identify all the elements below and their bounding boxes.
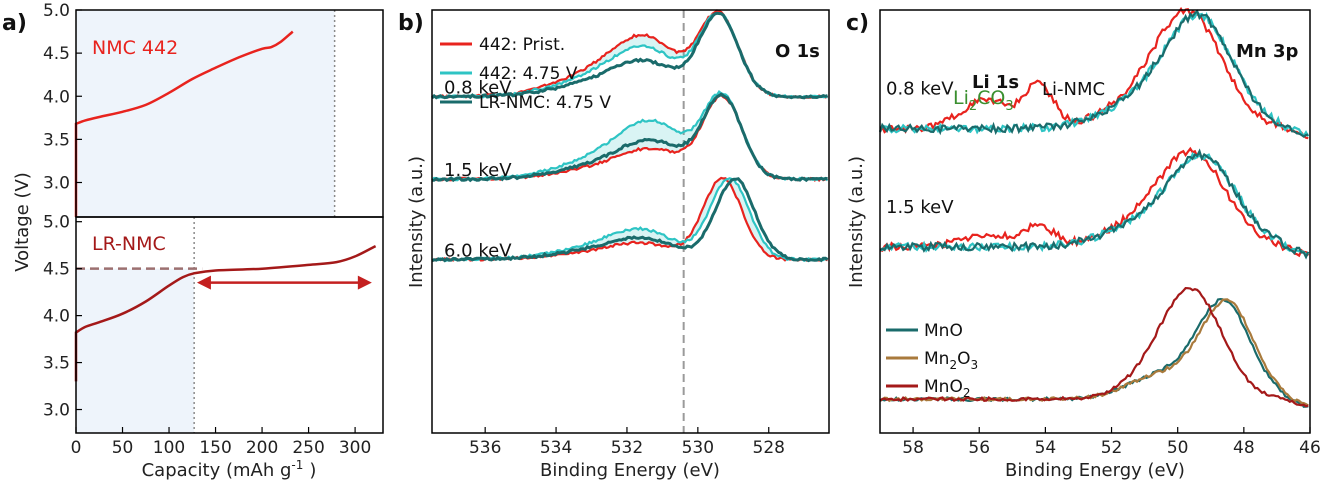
panel-c-energy-labels: 0.8 keV 1.5 keV [886, 78, 954, 217]
panel-c-li2co3-b: CO [977, 87, 1005, 109]
panel-c-x-ticks: 58 56 54 52 50 48 46 [902, 427, 1321, 458]
panel-b-legend: 442: Prist. 442: 4.75 V LR-NMC: 4.75 V [440, 35, 611, 113]
y-tick-label: 3.0 [43, 174, 70, 194]
panel-b-x-title: Binding Energy (eV) [540, 460, 720, 481]
y-tick-label: 5.0 [43, 213, 70, 233]
panel-a-bottom-label: LR-NMC [92, 233, 166, 255]
spectrum-difference-fill [432, 91, 828, 181]
legend-label: MnO2 [924, 377, 970, 400]
x-tick-label: 46 [1299, 438, 1321, 458]
spectrum-2-3 [431, 92, 828, 183]
spectrum-3-3 [431, 177, 829, 263]
x-tick-label: 100 [153, 438, 185, 458]
panel-c-x-title: Binding Energy (eV) [1005, 460, 1185, 481]
legend-label: Mn2O3 [924, 349, 978, 372]
panel-a-x-title-main: Capacity (mAh g [142, 460, 292, 481]
panel-c-spectra [878, 6, 1310, 408]
panel-a-y-title: Voltage (V) [12, 172, 33, 272]
spectrum-3-3 [879, 286, 1309, 408]
energy-label: 0.8 keV [886, 78, 954, 99]
panel-c-mn3p-label: Mn 3p [1236, 41, 1299, 62]
x-tick-label: 50 [112, 438, 134, 458]
panel-b: b) 536 534 532 530 528 O 1s 442: Prist.442: … [398, 9, 830, 481]
panel-b-y-title: Intensity (a.u.) [406, 156, 427, 288]
legend-label: 442: 4.75 V [479, 64, 578, 84]
panel-c-li1s-label: Li 1s [972, 72, 1019, 93]
spectrum-1-3 [878, 9, 1309, 138]
arrow-head-left [196, 275, 211, 290]
x-tick-label: 50 [1167, 438, 1189, 458]
panel-a-double-arrow [196, 275, 372, 290]
panel-b-spectra [430, 9, 829, 263]
energy-label: 1.5 keV [886, 197, 954, 218]
panel-c-linmc-label: Li-NMC [1042, 79, 1105, 100]
x-tick-label: 250 [292, 438, 324, 458]
x-tick-label: 58 [902, 438, 924, 458]
x-tick-label: 56 [968, 438, 990, 458]
spectrum-difference-fill [432, 177, 828, 261]
legend-label: 442: Prist. [479, 35, 565, 55]
panel-a-top-curve [74, 30, 294, 217]
spectrum-1-3 [430, 11, 829, 100]
x-tick-label: 300 [339, 438, 371, 458]
spectrum-2-3 [879, 148, 1310, 260]
legend-label: MnO [924, 321, 963, 341]
spectrum-1-1 [879, 6, 1309, 140]
x-tick-label: 534 [540, 438, 572, 458]
y-tick-label: 4.5 [43, 260, 70, 280]
panel-b-frame [431, 9, 830, 434]
panel-c-legend: MnO Mn2O3 MnO2 [886, 321, 978, 400]
panel-c-frame [879, 9, 1311, 434]
panel-c-li2co3-sub: 2 [969, 99, 977, 114]
energy-label: 1.5 keV [444, 160, 512, 181]
x-tick-label: 530 [682, 438, 714, 458]
energy-label: 0.8 keV [444, 78, 512, 99]
energy-label: 6.0 keV [444, 241, 512, 262]
panel-b-title: O 1s [775, 41, 820, 62]
x-tick-label: 54 [1035, 438, 1057, 458]
panel-a-bottom-curve [74, 244, 377, 382]
y-tick-label: 3.5 [43, 130, 70, 150]
panel-a: a) 3.0 3.5 4.0 4.5 5.0 3.0 3.5 4.0 4.5 5.0 0 50 10… [2, 1, 384, 481]
arrow-head-right [357, 275, 372, 290]
panel-a-letter: a) [2, 11, 27, 36]
panel-b-letter: b) [398, 11, 424, 36]
panel-a-x-title-sup: -1 [291, 458, 303, 472]
x-tick-label: 536 [469, 438, 501, 458]
x-tick-label: 52 [1101, 438, 1123, 458]
panel-a-x-title-end: ) [309, 460, 316, 481]
x-tick-label: 200 [246, 438, 278, 458]
panel-a-x-ticks: 0 50 100 150 200 250 300 [71, 427, 371, 458]
x-tick-label: 528 [753, 438, 785, 458]
panel-c: c) 58 56 54 52 50 48 46 Li 1s Mn 3p Li2CO3 Li-… [846, 6, 1321, 481]
panel-a-bottom-y-ticks: 3.0 3.5 4.0 4.5 5.0 [43, 213, 82, 421]
panel-b-x-ticks: 536 534 532 530 528 [469, 427, 785, 458]
x-tick-label: 532 [611, 438, 643, 458]
panel-a-bottom-shade [76, 268, 195, 433]
x-tick-label: 150 [199, 438, 231, 458]
panel-c-letter: c) [846, 11, 869, 36]
panel-b-energy-labels: 0.8 keV 1.5 keV 6.0 keV [444, 78, 512, 262]
x-tick-label: 0 [71, 438, 82, 458]
panel-c-li2co3-sub2: 3 [1005, 99, 1013, 114]
x-tick-label: 48 [1233, 438, 1255, 458]
panel-a-top-label: NMC 442 [92, 37, 178, 59]
panel-a-top-y-ticks: 3.0 3.5 4.0 4.5 5.0 [43, 1, 82, 194]
y-tick-label: 4.0 [43, 87, 70, 107]
y-tick-label: 3.5 [43, 354, 70, 374]
panel-a-bottom-frame [75, 216, 384, 434]
legend-label: LR-NMC: 4.75 V [479, 93, 611, 113]
y-tick-label: 3.0 [43, 401, 70, 421]
y-tick-label: 5.0 [43, 1, 70, 21]
panel-c-li2co3-label: Li2CO3 [953, 87, 1014, 114]
panel-c-li2co3-a: Li [953, 87, 969, 109]
y-tick-label: 4.5 [43, 44, 70, 64]
panel-c-y-title: Intensity (a.u.) [846, 156, 867, 288]
y-tick-label: 4.0 [43, 307, 70, 327]
panel-a-x-title: Capacity (mAh g-1) [142, 458, 317, 481]
